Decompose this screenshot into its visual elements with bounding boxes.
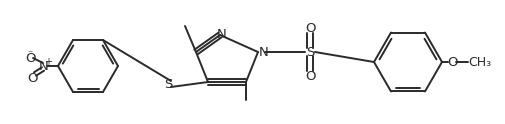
Text: +: + [44, 57, 52, 67]
Text: ⁻: ⁻ [27, 49, 32, 59]
Text: N: N [259, 46, 269, 59]
Text: O: O [26, 51, 36, 64]
Text: S: S [164, 78, 172, 91]
Text: O: O [447, 56, 457, 68]
Text: O: O [305, 69, 315, 82]
Text: O: O [305, 21, 315, 34]
Text: CH₃: CH₃ [469, 56, 491, 68]
Text: S: S [306, 46, 314, 59]
Text: N: N [39, 60, 49, 73]
Text: N: N [217, 28, 227, 41]
Text: O: O [27, 72, 37, 84]
